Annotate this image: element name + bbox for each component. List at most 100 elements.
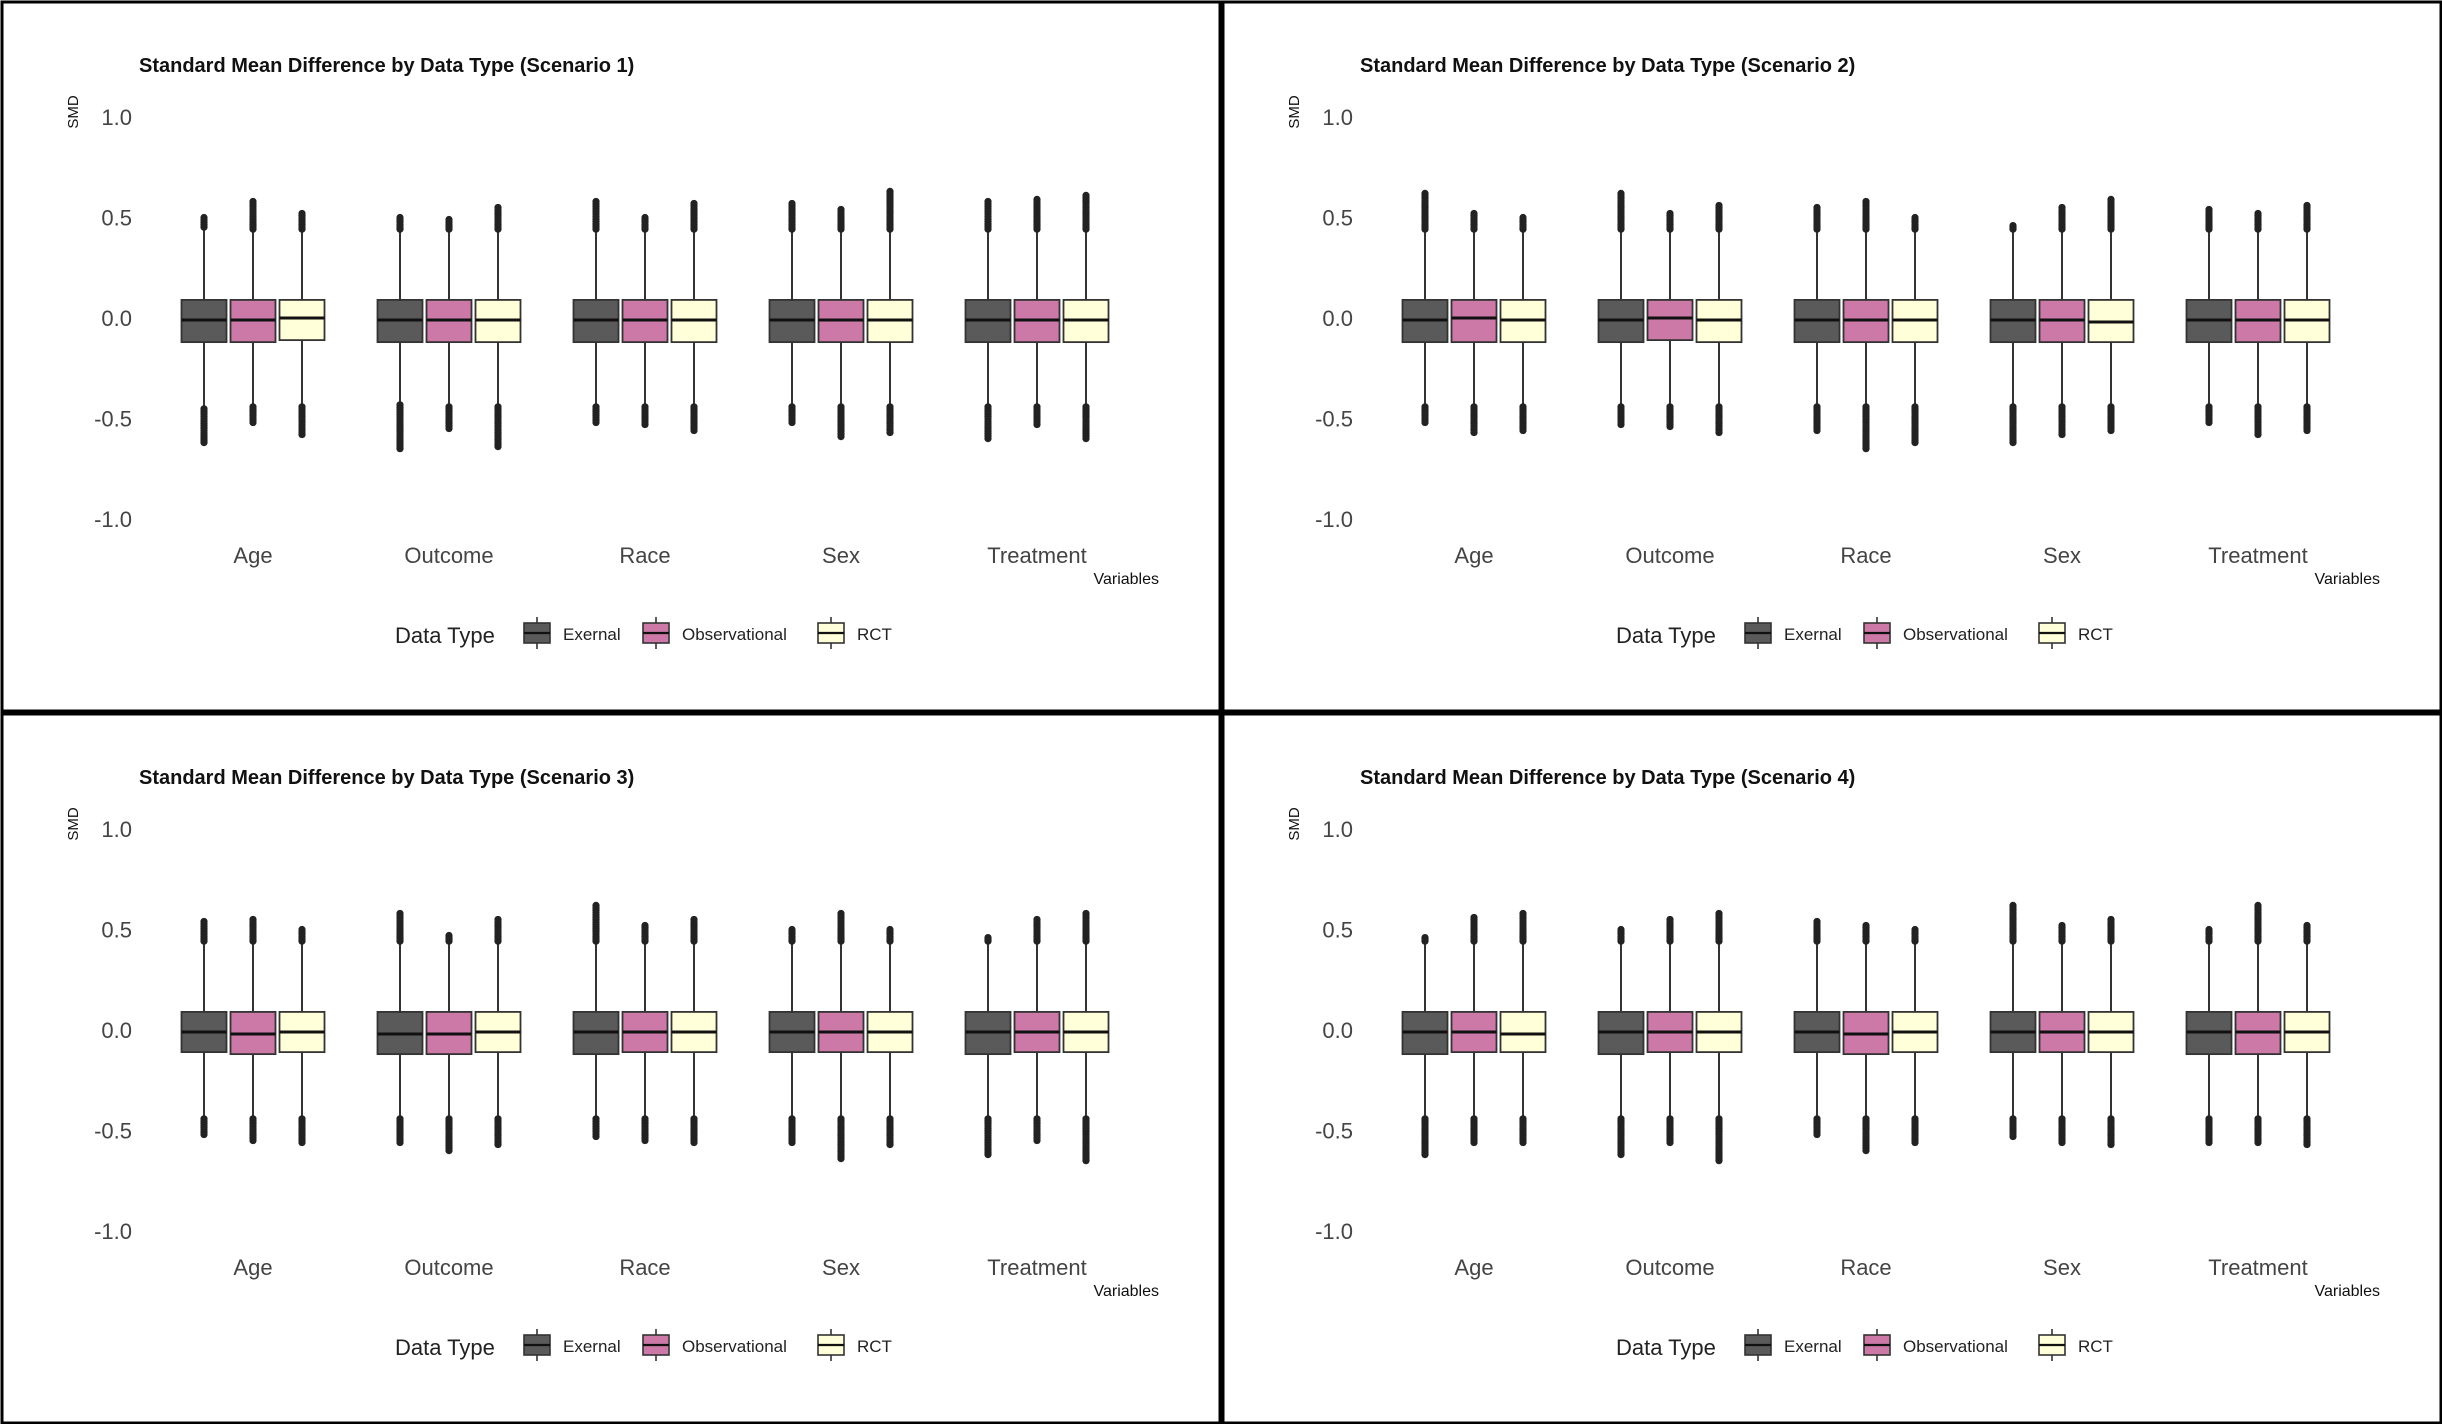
box-observational-race bbox=[1842, 197, 1890, 453]
box-observational-race bbox=[1842, 921, 1890, 1155]
box-rct-treatment bbox=[1062, 909, 1110, 1165]
outlier-point bbox=[1666, 915, 1674, 924]
outlier-point bbox=[837, 909, 845, 918]
outliers-upper bbox=[1813, 917, 1821, 945]
y-tick-label: -1.0 bbox=[1315, 1219, 1353, 1244]
outlier-point bbox=[200, 213, 208, 222]
outliers-upper bbox=[1082, 191, 1090, 233]
outliers-upper bbox=[2009, 221, 2017, 233]
outlier-point bbox=[2107, 1140, 2115, 1149]
x-tick-label: Sex bbox=[2043, 543, 2081, 568]
outliers-upper bbox=[2107, 195, 2115, 233]
legend-item-observational: Observational bbox=[642, 1329, 787, 1361]
outlier-point bbox=[1082, 909, 1090, 918]
box-observational-treatment bbox=[1013, 915, 1061, 1145]
outliers-lower bbox=[1082, 1115, 1090, 1165]
outlier-point bbox=[1715, 909, 1723, 918]
outliers-upper bbox=[1470, 209, 1478, 233]
outlier-point bbox=[1470, 913, 1478, 922]
outlier-point bbox=[1470, 1138, 1478, 1147]
outliers-upper bbox=[2205, 205, 2213, 233]
legend-label: Exernal bbox=[563, 625, 621, 644]
outliers-lower bbox=[1617, 1115, 1625, 1159]
outliers-upper bbox=[1715, 909, 1723, 945]
outlier-point bbox=[592, 901, 600, 909]
box-observational-age bbox=[229, 197, 277, 427]
outlier-point bbox=[2107, 426, 2115, 435]
outliers-upper bbox=[249, 197, 257, 233]
y-tick-label: 1.0 bbox=[1322, 817, 1353, 842]
outlier-point bbox=[1617, 189, 1625, 197]
legend: Data Type Exernal Observational RCT bbox=[1616, 617, 2113, 649]
outlier-point bbox=[494, 443, 502, 451]
chart-title: Standard Mean Difference by Data Type (S… bbox=[1360, 767, 1855, 789]
y-tick-label: -0.5 bbox=[94, 1119, 132, 1144]
outlier-point bbox=[1519, 909, 1527, 918]
box-rct-outcome bbox=[474, 915, 522, 1149]
outlier-point bbox=[1813, 426, 1821, 435]
box-observational-outcome bbox=[1646, 915, 1694, 1147]
outliers-lower bbox=[396, 401, 404, 453]
box-rct-age bbox=[1499, 909, 1547, 1147]
outliers-upper bbox=[1519, 213, 1527, 233]
outlier-point bbox=[984, 435, 992, 443]
outlier-point bbox=[641, 1136, 649, 1145]
outlier-point bbox=[1715, 428, 1723, 437]
y-tick-label: 0.0 bbox=[101, 1018, 132, 1043]
box-rct-race bbox=[1891, 925, 1939, 1147]
box-observational-outcome bbox=[425, 215, 473, 433]
outliers-lower bbox=[886, 1115, 894, 1149]
outlier-point bbox=[641, 921, 649, 930]
outlier-point bbox=[2254, 209, 2262, 218]
outlier-point bbox=[886, 925, 894, 934]
outliers-upper bbox=[1666, 209, 1674, 233]
outliers-upper bbox=[445, 931, 453, 945]
outlier-point bbox=[1715, 1157, 1723, 1165]
outlier-point bbox=[2009, 1132, 2017, 1141]
outlier-point bbox=[984, 933, 992, 942]
outliers-lower bbox=[2107, 1115, 2115, 1149]
box-rct-outcome bbox=[1695, 201, 1743, 437]
outliers-lower bbox=[2058, 403, 2066, 439]
box-rct-age bbox=[1499, 213, 1547, 435]
box-exernal-outcome bbox=[376, 213, 424, 453]
chart-panel-1: Standard Mean Difference by Data Type (S… bbox=[0, 0, 1222, 713]
box-observational-age bbox=[229, 915, 277, 1145]
legend: Data Type Exernal Observational RCT bbox=[395, 1329, 892, 1361]
outlier-point bbox=[788, 199, 796, 208]
box-observational-sex bbox=[817, 909, 865, 1163]
x-tick-label: Sex bbox=[822, 543, 860, 568]
x-tick-label: Age bbox=[233, 1255, 272, 1280]
y-tick-label: 0.5 bbox=[101, 206, 132, 231]
x-tick-label: Age bbox=[1454, 1255, 1493, 1280]
outliers-upper bbox=[1617, 925, 1625, 945]
outliers-lower bbox=[249, 1115, 257, 1145]
outlier-point bbox=[1421, 1151, 1429, 1159]
legend-item-rct: RCT bbox=[817, 1329, 892, 1361]
box-exernal-outcome bbox=[376, 909, 424, 1147]
y-tick-label: -0.5 bbox=[1315, 1119, 1353, 1144]
outlier-point bbox=[837, 432, 845, 441]
outliers-lower bbox=[1617, 403, 1625, 429]
outlier-point bbox=[298, 1138, 306, 1147]
chart-title: Standard Mean Difference by Data Type (S… bbox=[139, 767, 634, 789]
outlier-point bbox=[2205, 925, 2213, 934]
outliers-lower bbox=[837, 1115, 845, 1163]
outliers-lower bbox=[1666, 403, 1674, 431]
outliers-upper bbox=[2058, 921, 2066, 945]
legend-item-observational: Observational bbox=[1863, 617, 2008, 649]
outlier-point bbox=[1911, 1138, 1919, 1147]
outlier-point bbox=[1033, 1136, 1041, 1145]
outliers-upper bbox=[788, 199, 796, 233]
outlier-point bbox=[1470, 428, 1478, 437]
outliers-lower bbox=[2009, 1115, 2017, 1141]
outlier-point bbox=[1911, 213, 1919, 222]
outliers-upper bbox=[1033, 195, 1041, 233]
outlier-point bbox=[1519, 1138, 1527, 1147]
y-tick-label: 1.0 bbox=[1322, 105, 1353, 130]
outliers-upper bbox=[1911, 213, 1919, 233]
outliers-lower bbox=[1421, 1115, 1429, 1159]
box-iqr bbox=[278, 299, 326, 342]
y-axis-label: SMD bbox=[1286, 807, 1303, 841]
outlier-point bbox=[1813, 917, 1821, 926]
